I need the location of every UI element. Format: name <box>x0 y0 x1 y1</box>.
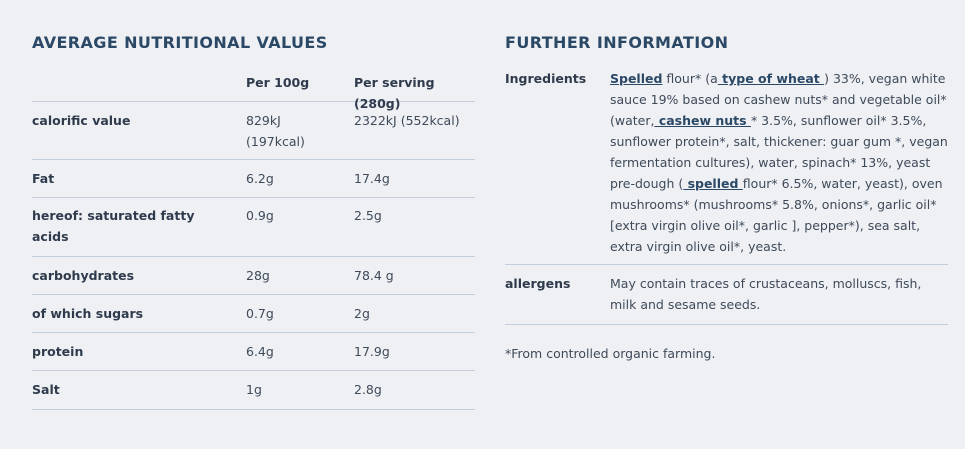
nutrition-header-row: Per 100g Per serving (280g) <box>32 67 475 111</box>
nutrition-row-salt: Salt 1g 2.8g <box>32 371 475 410</box>
nutrition-row-label: hereof: saturated fatty acids <box>32 208 195 244</box>
ingredient-highlight: Spelled <box>610 71 663 86</box>
nutrition-row-perserving: 17.4g <box>354 171 390 186</box>
nutrition-header-perserving: Per serving (280g) <box>354 75 435 111</box>
nutrition-row-per100: 829kJ (197kcal) <box>246 113 305 149</box>
nutrition-row-per100: 28g <box>246 268 270 283</box>
nutrition-row-perserving: 2.5g <box>354 208 382 223</box>
nutrition-row-fat: Fat 6.2g 17.4g <box>32 160 475 198</box>
nutrition-row-calorific: calorific value 829kJ (197kcal) 2322kJ (… <box>32 102 475 160</box>
nutrition-row-perserving: 78.4 g <box>354 268 394 283</box>
nutrition-row-perserving: 2g <box>354 306 370 321</box>
ingredient-highlight: type of wheat <box>717 71 825 86</box>
ingredient-text-part: * 3.5%, sunflower oil* 3.5%, sunflower p… <box>610 113 948 191</box>
nutrition-row-sugars: of which sugars 0.7g 2g <box>32 295 475 333</box>
nutrition-row-label: Fat <box>32 171 55 186</box>
nutrition-row-per100: 6.4g <box>246 344 274 359</box>
organic-footnote: *From controlled organic farming. <box>505 346 716 361</box>
nutrition-row-label: of which sugars <box>32 306 144 321</box>
ingredient-highlight: spelled <box>683 176 743 191</box>
ingredients-text: Spelled flour* (a type of wheat ) 33%, v… <box>610 68 948 257</box>
nutrition-row-label: protein <box>32 344 84 359</box>
nutrition-row-label: Salt <box>32 382 60 397</box>
ingredient-text-part: ) 33%, vegan white sauce 19% based on ca… <box>610 71 947 128</box>
nutrition-row-protein: protein 6.4g 17.9g <box>32 333 475 371</box>
ingredients-label: Ingredients <box>505 71 587 86</box>
allergens-row: allergens May contain traces of crustace… <box>505 265 948 325</box>
nutrition-row-perserving: 17.9g <box>354 344 390 359</box>
ingredient-text-part: flour* 6.5%, water, yeast), oven mushroo… <box>610 176 943 254</box>
nutrition-row-per100: 0.9g <box>246 208 274 223</box>
nutrition-row-carbohydrates: carbohydrates 28g 78.4 g <box>32 257 475 295</box>
nutrition-header-per100: Per 100g <box>246 75 310 90</box>
ingredients-row: Ingredients Spelled flour* (a type of wh… <box>505 67 948 265</box>
nutrition-row-label: calorific value <box>32 113 131 128</box>
further-info-table: Ingredients Spelled flour* (a type of wh… <box>505 67 948 325</box>
allergens-text: May contain traces of crustaceans, mollu… <box>610 276 922 312</box>
ingredient-highlight: cashew nuts <box>654 113 751 128</box>
nutrition-row-perserving: 2.8g <box>354 382 382 397</box>
nutrition-row-per100: 1g <box>246 382 262 397</box>
nutrition-row-perserving: 2322kJ (552kcal) <box>354 113 460 128</box>
nutrition-row-label: carbohydrates <box>32 268 135 283</box>
further-info-title: FURTHER INFORMATION <box>505 33 729 52</box>
allergens-label: allergens <box>505 276 571 291</box>
nutrition-table: Per 100g Per serving (280g) calorific va… <box>32 67 475 410</box>
nutrition-row-saturated: hereof: saturated fatty acids 0.9g 2.5g <box>32 198 475 257</box>
nutrition-row-per100: 0.7g <box>246 306 274 321</box>
ingredient-text-part: flour* (a <box>662 71 718 86</box>
nutrition-row-per100: 6.2g <box>246 171 274 186</box>
nutrition-title: AVERAGE NUTRITIONAL VALUES <box>32 33 328 52</box>
